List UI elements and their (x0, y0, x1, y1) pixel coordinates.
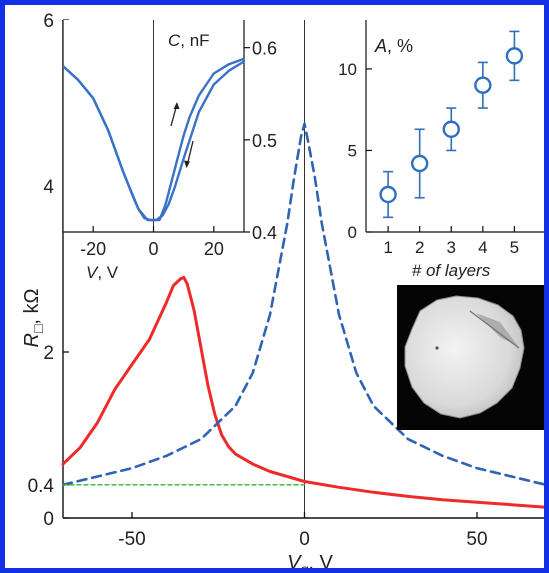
main-y-axis-label: R□, kΩ (21, 288, 46, 347)
main-x-tick-label: -50 (118, 529, 145, 550)
inset-capacitance-x-label-main: V (86, 263, 99, 282)
inset-capacitance-series (62, 57, 245, 222)
series-line-blue (61, 122, 548, 487)
main-y-tick-label: 0.4 (28, 476, 55, 497)
flake-fold-edge (469, 310, 520, 349)
series-line-red (61, 275, 548, 509)
inset-absorption-x-label: # of layers (412, 261, 491, 280)
inset-absorption-x-tick-label: 2 (415, 238, 424, 257)
inset-capacitance-y-label-unit: , nF (180, 31, 209, 50)
main-y-tick-label: 2 (43, 343, 54, 364)
inset-absorption-y-tick-label: 0 (348, 223, 357, 242)
inset-absorption-x-tick-label: 3 (447, 238, 456, 257)
inset-capacitance-y-tick-label: 0.6 (252, 39, 277, 59)
inset-capacitance-y-label: C, nF (168, 31, 210, 50)
main-y-label-sub: □ (30, 324, 46, 333)
inset-capacitance-y-tick-label: 0.4 (252, 223, 277, 243)
data-point-marker (474, 76, 492, 94)
main-x-label-main: V (287, 552, 302, 573)
inset-absorption-y-label-main: A (374, 36, 387, 56)
inset-capacitance-chart: 0.4 0.5 0.6 -20 0 20 C, nF V, V (62, 20, 277, 282)
inset-absorption-x-tick-label: 1 (383, 238, 392, 257)
inset-absorption-y-ticks: 0 5 10 (338, 60, 372, 242)
data-point-marker (442, 120, 460, 138)
data-point-marker (505, 47, 524, 65)
inset-absorption-y-tick-label: 5 (348, 141, 357, 160)
inset-absorption-chart: 0 5 10 1 2 3 4 5 A, % # of layers (338, 20, 546, 280)
flake-fold-shape (476, 313, 518, 346)
inset-absorption-x-tick-label: 4 (478, 238, 487, 257)
inset-capacitance-x-label: V, V (86, 263, 119, 282)
inset-capacitance-y-ticks: 0.4 0.5 0.6 (244, 39, 277, 243)
inset-capacitance-x-tick-label: 20 (204, 239, 224, 259)
main-y-label-main: R (21, 333, 43, 347)
sweep-up-arrowhead-icon (173, 102, 180, 109)
main-x-tick-label: 50 (466, 529, 487, 550)
inset-capacitance-y-tick-label: 0.5 (252, 131, 277, 151)
main-x-tick-label: 0 (299, 529, 310, 550)
sample-micrograph-image (397, 285, 546, 430)
inset-capacitance-y-label-main: C (168, 31, 181, 50)
inset-capacitance-x-ticks: -20 0 20 (80, 226, 224, 259)
data-point-marker (410, 154, 429, 173)
main-x-axis-label: Vg, V (287, 552, 333, 573)
main-x-ticks: -50 0 50 (118, 512, 488, 550)
main-y-ticks: 0 0.4 2 4 6 (28, 11, 69, 530)
sweep-down-arrowhead-icon (184, 160, 190, 168)
flake-speck (435, 346, 439, 350)
inset-absorption-y-label-unit: , % (387, 36, 413, 56)
inset-absorption-y-label: A, % (374, 36, 413, 56)
main-x-label-sub: g (301, 561, 309, 573)
main-y-tick-label: 4 (43, 177, 54, 198)
inset-absorption-x-tick-label: 5 (510, 238, 519, 257)
main-y-tick-label: 0 (43, 509, 54, 530)
inset-capacitance-x-tick-label: -20 (80, 239, 106, 259)
inset-capacitance-x-tick-label: 0 (148, 239, 158, 259)
capacitance-curve-sweep_up (62, 57, 245, 222)
inset-absorption-y-tick-label: 10 (338, 60, 357, 79)
inset-absorption-x-ticks: 1 2 3 4 5 (383, 226, 519, 257)
inset-absorption-points (379, 30, 524, 219)
main-y-tick-label: 6 (43, 11, 54, 32)
main-series (61, 122, 548, 509)
main-y-label-unit: , kΩ (21, 288, 43, 324)
data-point-marker (379, 185, 397, 204)
main-x-label-unit: , V (308, 552, 333, 573)
inset-capacitance-x-label-unit: , V (97, 263, 118, 282)
